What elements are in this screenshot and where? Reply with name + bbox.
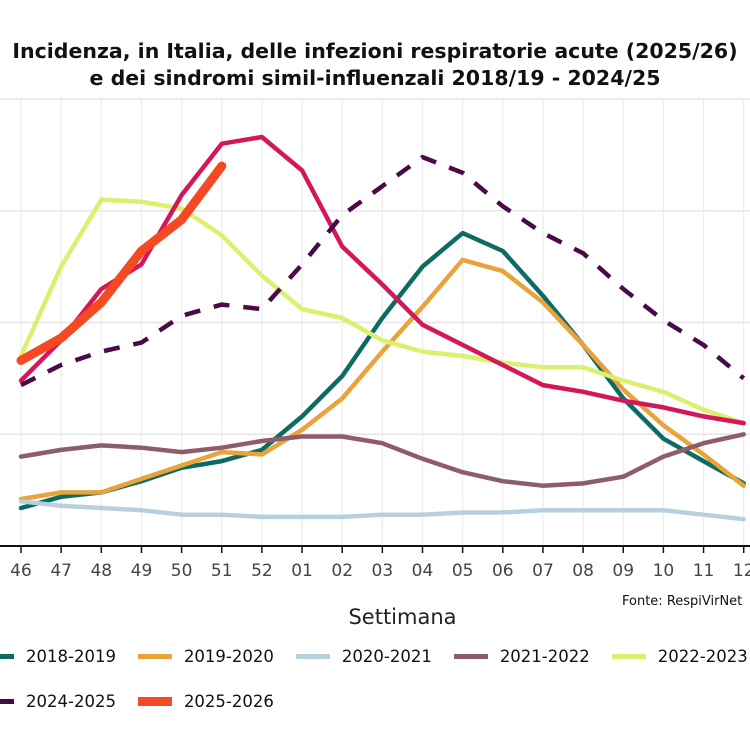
- legend-label: 2022-2023: [657, 647, 748, 666]
- legend-swatch: [611, 654, 646, 659]
- chart-title-line1: Incidenza, in Italia, delle infezioni re…: [12, 39, 738, 63]
- legend-label: 2025-2026: [183, 692, 274, 711]
- x-tick-label: 49: [131, 561, 153, 581]
- legend-item[interactable]: 2018-2019: [0, 647, 116, 666]
- x-tick-label: 09: [612, 561, 634, 581]
- x-tick-label: 03: [372, 561, 394, 581]
- legend-item[interactable]: 2025-2026: [137, 692, 274, 711]
- series-lines: [16, 134, 746, 522]
- x-tick-label: 04: [412, 561, 434, 581]
- x-tick-label: 12: [733, 561, 750, 581]
- series-line-2023-2024: [18, 134, 746, 426]
- legend-label: 2024-2025: [26, 692, 116, 711]
- x-tick-label: 11: [693, 561, 715, 581]
- x-tick-label: 48: [90, 561, 112, 581]
- x-tick-label: 46: [10, 561, 32, 581]
- series-line-2025-2026: [16, 161, 227, 365]
- gridlines: [0, 98, 750, 546]
- legend-item[interactable]: 2021-2022: [453, 647, 590, 666]
- legend-swatch: [453, 654, 488, 659]
- legend-swatch: [295, 654, 330, 659]
- x-tick-label: 08: [572, 561, 594, 581]
- x-axis-label: Settimana: [348, 605, 457, 629]
- legend-item[interactable]: 2020-2021: [295, 647, 432, 666]
- series-line-2021-2022: [18, 432, 746, 488]
- x-tick-label: 50: [171, 561, 193, 581]
- x-tick-label: 06: [492, 561, 514, 581]
- x-tick-label: 02: [331, 561, 353, 581]
- legend-label: 2020-2021: [341, 647, 432, 666]
- legend-swatch: [0, 699, 14, 704]
- x-axis: 46 47 48 49 50 51 52 01 02 03 04 05 06 07 08 09 10 11 12: [0, 545, 750, 581]
- x-tick-label: 51: [211, 561, 233, 581]
- legend-item[interactable]: 2024-2025: [0, 692, 116, 711]
- series-line-2019-2020: [18, 257, 746, 502]
- chart-title-line2: e dei sindromi simil-influenzali 2018/19…: [89, 66, 661, 90]
- legend-swatch: [137, 654, 172, 659]
- series-line-2022-2023: [18, 197, 746, 426]
- legend-swatch: [0, 654, 14, 659]
- legend-item[interactable]: 2019-2020: [137, 647, 274, 666]
- series-line-2020-2021: [18, 499, 746, 522]
- x-tick-label: 52: [251, 561, 273, 581]
- legend-swatch: [137, 697, 172, 706]
- chart-title: Incidenza, in Italia, delle infezioni re…: [0, 38, 750, 92]
- legend-item[interactable]: 2022-2023: [611, 647, 748, 666]
- x-tick-label: 07: [532, 561, 554, 581]
- source-note: Fonte: RespiVirNet: [622, 594, 743, 609]
- x-tick-label: 01: [291, 561, 313, 581]
- x-tick-label: 10: [653, 561, 675, 581]
- legend-label: 2021-2022: [499, 647, 590, 666]
- legend-label: 2019-2020: [183, 647, 274, 666]
- x-tick-label: 47: [50, 561, 72, 581]
- series-line-2024-2025: [19, 154, 746, 388]
- x-tick-label: 05: [452, 561, 474, 581]
- legend-label: 2018-2019: [26, 647, 116, 666]
- legend-row: 2018-2019 2019-2020 2020-2021 2021-2022 2022…: [0, 647, 750, 666]
- legend-row: 2024-2025 2025-2026: [0, 692, 296, 711]
